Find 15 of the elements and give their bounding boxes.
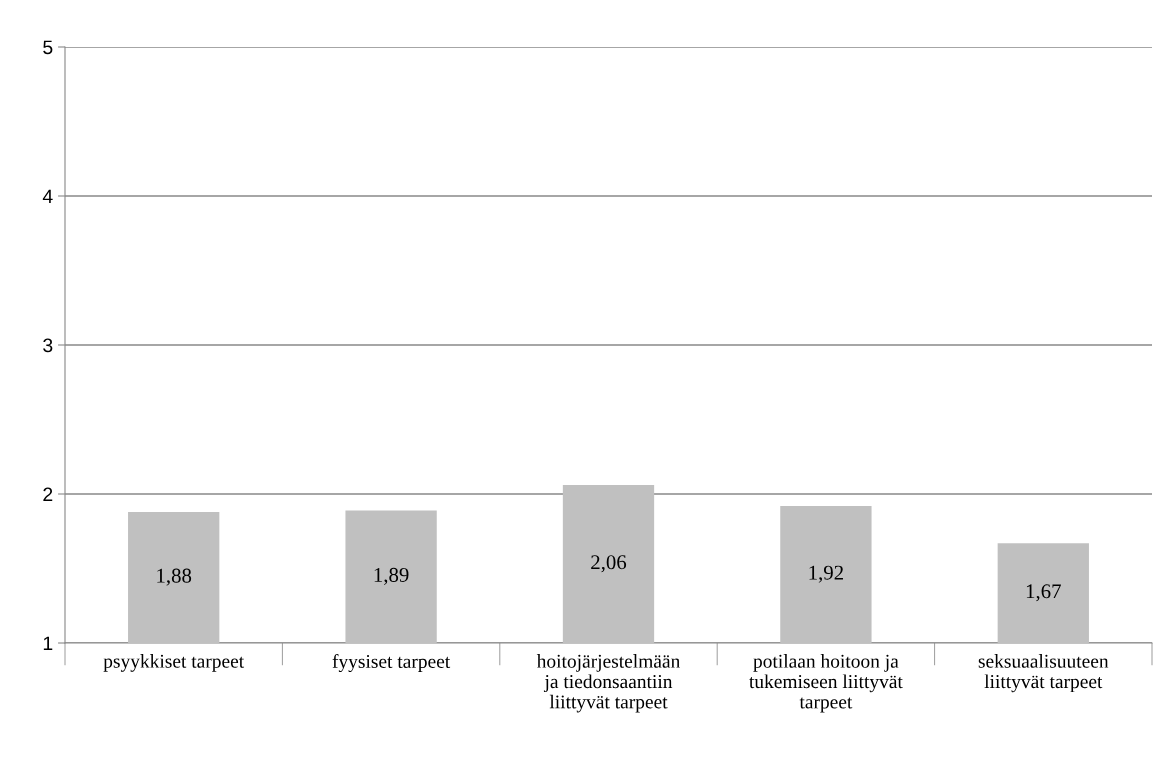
x-tick-label: psyykkiset tarpeet (103, 654, 245, 672)
x-tick-label: hoitojärjestelmään ja tiedonsaantiin liittyvät tarpeet (536, 654, 681, 713)
data-label: 1,92 (809, 565, 843, 583)
x-tick-label: fyysiset tarpeet (332, 654, 451, 672)
data-label: 1,88 (157, 568, 192, 586)
data-label: 1,67 (1026, 584, 1061, 602)
y-tick-label: 4 (42, 189, 53, 204)
x-tick-label: potilaan hoitoon ja tukemiseen liittyvät tarpeet (749, 654, 903, 713)
data-label: 1,89 (374, 567, 409, 585)
data-label: 2,06 (591, 555, 627, 573)
y-tick-label: 5 (43, 40, 53, 55)
x-tick-label: seksuaalisuuteen liittyvät tarpeet (978, 654, 1109, 693)
y-tick-label: 3 (43, 338, 53, 353)
y-tick-label: 1 (43, 636, 53, 651)
y-tick-label: 2 (43, 487, 53, 502)
